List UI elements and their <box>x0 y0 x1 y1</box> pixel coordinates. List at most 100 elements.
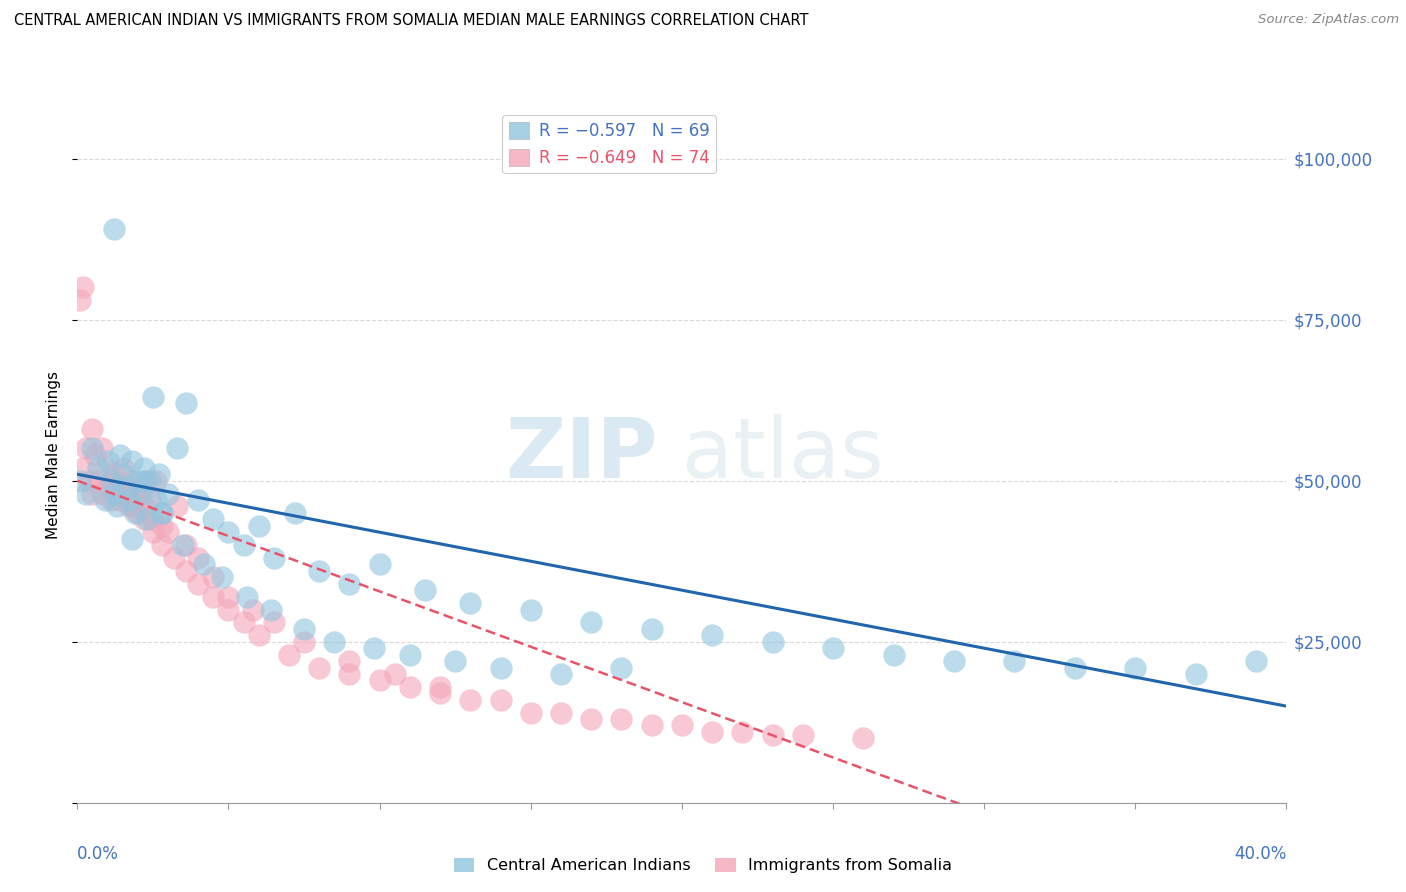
Text: ZIP: ZIP <box>505 415 658 495</box>
Point <box>111 467 134 482</box>
Point <box>82 442 104 456</box>
Point <box>308 564 330 578</box>
Point <box>163 551 186 566</box>
Point <box>132 474 155 488</box>
Point <box>232 538 254 552</box>
Point <box>247 518 270 533</box>
Point <box>610 712 633 726</box>
Point <box>96 454 118 468</box>
Point <box>444 654 467 668</box>
Point <box>72 460 94 475</box>
Point <box>1246 654 1268 668</box>
Point <box>260 602 283 616</box>
Point <box>174 564 197 578</box>
Point <box>90 486 112 500</box>
Point <box>550 667 572 681</box>
Point <box>150 506 173 520</box>
Point <box>69 474 91 488</box>
Point <box>105 480 128 494</box>
Point <box>413 583 436 598</box>
Point <box>166 442 188 456</box>
Point <box>124 493 146 508</box>
Point <box>211 570 233 584</box>
Point <box>823 641 845 656</box>
Point <box>121 532 143 546</box>
Point <box>124 506 146 520</box>
Text: 40.0%: 40.0% <box>1234 845 1286 863</box>
Point <box>93 493 115 508</box>
Point <box>235 590 257 604</box>
Point <box>150 506 173 520</box>
Point <box>218 525 240 540</box>
Legend: Central American Indians, Immigrants from Somalia: Central American Indians, Immigrants fro… <box>447 851 959 880</box>
Point <box>1064 660 1087 674</box>
Point <box>174 538 197 552</box>
Point <box>129 480 152 494</box>
Point <box>671 718 693 732</box>
Point <box>292 622 315 636</box>
Point <box>263 615 285 630</box>
Point <box>129 486 152 500</box>
Point <box>139 474 162 488</box>
Point <box>132 512 155 526</box>
Point <box>641 622 664 636</box>
Point <box>762 728 785 742</box>
Text: atlas: atlas <box>682 415 883 495</box>
Point <box>72 280 94 294</box>
Point <box>1125 660 1147 674</box>
Point <box>114 486 136 500</box>
Point <box>150 518 173 533</box>
Point <box>87 460 110 475</box>
Text: 0.0%: 0.0% <box>77 845 120 863</box>
Point <box>429 686 451 700</box>
Point <box>135 512 157 526</box>
Point <box>363 641 385 656</box>
Point <box>278 648 301 662</box>
Point <box>121 474 143 488</box>
Point <box>323 634 346 648</box>
Point <box>218 590 240 604</box>
Point <box>87 474 110 488</box>
Point <box>610 660 633 674</box>
Point <box>150 538 173 552</box>
Point <box>103 474 125 488</box>
Point <box>132 460 155 475</box>
Point <box>460 692 482 706</box>
Point <box>118 493 141 508</box>
Point <box>90 442 112 456</box>
Point <box>242 602 264 616</box>
Point <box>139 493 162 508</box>
Point <box>118 500 141 514</box>
Point <box>399 648 422 662</box>
Point <box>96 480 118 494</box>
Text: Source: ZipAtlas.com: Source: ZipAtlas.com <box>1258 13 1399 27</box>
Point <box>460 596 482 610</box>
Point <box>69 293 91 308</box>
Point <box>105 500 128 514</box>
Point <box>550 706 572 720</box>
Point <box>127 506 149 520</box>
Point <box>489 692 512 706</box>
Point <box>93 460 115 475</box>
Point <box>172 538 194 552</box>
Y-axis label: Median Male Earnings: Median Male Earnings <box>46 371 62 539</box>
Point <box>702 725 724 739</box>
Point <box>187 551 209 566</box>
Point <box>114 480 136 494</box>
Point <box>384 667 406 681</box>
Point <box>75 486 97 500</box>
Point <box>148 467 170 482</box>
Point <box>368 673 391 688</box>
Point <box>103 222 125 236</box>
Point <box>852 731 875 746</box>
Point <box>142 525 165 540</box>
Point <box>135 474 157 488</box>
Point <box>174 396 197 410</box>
Point <box>232 615 254 630</box>
Point <box>520 602 543 616</box>
Point <box>75 442 97 456</box>
Point <box>108 448 131 462</box>
Point <box>103 467 125 482</box>
Point <box>108 493 131 508</box>
Point <box>641 718 664 732</box>
